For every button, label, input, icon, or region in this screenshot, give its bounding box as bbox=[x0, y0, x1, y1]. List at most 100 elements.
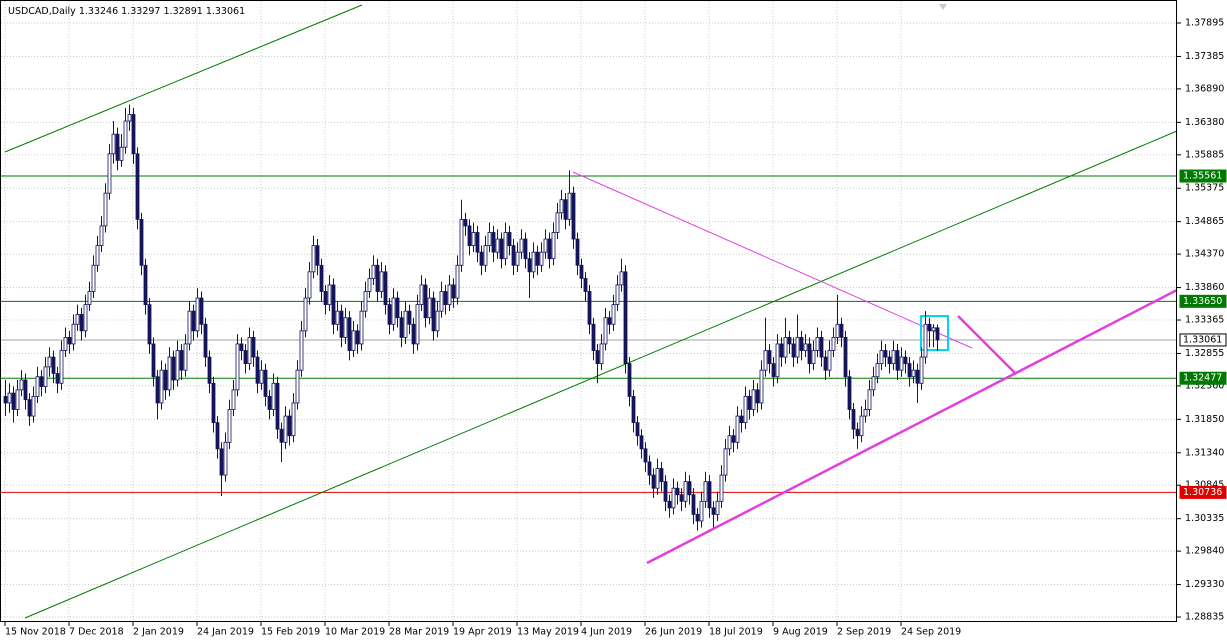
candle-body bbox=[863, 409, 868, 417]
candle-body bbox=[615, 284, 620, 306]
candle-body bbox=[607, 317, 612, 325]
y-tick-label: 1.31850 bbox=[1185, 414, 1224, 425]
y-tick-label: 1.33860 bbox=[1185, 282, 1224, 293]
candle-body bbox=[915, 369, 920, 384]
candle-body bbox=[35, 376, 40, 397]
candle-body bbox=[147, 304, 152, 345]
x-tick-label: 24 Sep 2019 bbox=[901, 627, 961, 638]
drawings bbox=[4, 4, 1178, 619]
candle-body bbox=[27, 399, 32, 417]
x-tick-label: 9 Aug 2019 bbox=[773, 627, 828, 638]
candle-body bbox=[707, 481, 712, 509]
candle-body bbox=[311, 245, 316, 273]
candle-body bbox=[223, 441, 228, 476]
candle-body bbox=[87, 291, 92, 306]
candle-body bbox=[379, 271, 384, 292]
candle-body bbox=[787, 336, 792, 345]
candle-body bbox=[247, 336, 252, 365]
candle-body bbox=[651, 474, 656, 489]
candle-body bbox=[639, 435, 644, 450]
candle-body bbox=[923, 323, 928, 358]
plot-frame bbox=[0, 0, 1177, 622]
candle-body bbox=[287, 415, 292, 437]
candle-body bbox=[599, 343, 604, 365]
candle-body bbox=[559, 199, 564, 214]
candle-body bbox=[55, 373, 60, 384]
candle-body bbox=[83, 304, 88, 332]
y-tick-label: 1.34865 bbox=[1185, 216, 1224, 227]
candle-body bbox=[571, 192, 576, 240]
candle-body bbox=[739, 415, 744, 424]
candle-body bbox=[483, 245, 488, 266]
candle-body bbox=[603, 317, 608, 345]
candle-body bbox=[883, 350, 888, 358]
price-tag-label: 1.33650 bbox=[1183, 296, 1222, 307]
candle-body bbox=[903, 356, 908, 365]
trend-line bbox=[572, 171, 973, 349]
candle-body bbox=[255, 356, 260, 384]
candle-body bbox=[859, 415, 864, 437]
y-tick-label: 1.36890 bbox=[1185, 83, 1224, 94]
price-tag bbox=[1179, 485, 1227, 499]
candle-body bbox=[867, 389, 872, 410]
channel-line bbox=[4, 4, 363, 153]
chart-title: USDCAD,Daily 1.33246 1.33297 1.32891 1.3… bbox=[8, 6, 245, 17]
candle-body bbox=[175, 350, 180, 381]
y-tick-label: 1.30335 bbox=[1185, 513, 1224, 524]
axes-layer: 1.37895 1.37385 1.36890 1.36380 1.35885 1.353… bbox=[4, 18, 1227, 638]
candle-body bbox=[31, 395, 36, 417]
candle-body bbox=[279, 428, 284, 443]
candle-body bbox=[435, 310, 440, 332]
x-tick-label: 15 Feb 2019 bbox=[261, 627, 320, 638]
candle-body bbox=[779, 343, 784, 358]
last-open: 1.33246 bbox=[79, 6, 118, 17]
candle-body bbox=[659, 468, 664, 483]
price-tag bbox=[1179, 294, 1227, 308]
candle-body bbox=[271, 382, 276, 410]
candle-body bbox=[331, 284, 336, 325]
candle-body bbox=[395, 297, 400, 319]
candle-body bbox=[259, 369, 264, 384]
y-tick-label: 1.34370 bbox=[1185, 249, 1224, 260]
candle-body bbox=[811, 350, 816, 365]
candle-body bbox=[455, 264, 460, 299]
candle-body bbox=[551, 232, 556, 260]
candle-body bbox=[871, 376, 876, 391]
candle-body bbox=[875, 363, 880, 378]
x-tick-label: 19 Apr 2019 bbox=[453, 627, 512, 638]
candle-body bbox=[767, 350, 772, 365]
candle-body bbox=[183, 343, 188, 371]
candle-body bbox=[499, 238, 504, 260]
x-tick-label: 2 Sep 2019 bbox=[837, 627, 891, 638]
candle-body bbox=[243, 350, 248, 365]
candle-body bbox=[155, 376, 160, 404]
candle-body bbox=[303, 297, 308, 332]
candle-body bbox=[715, 500, 720, 515]
y-tick-label: 1.32855 bbox=[1185, 348, 1224, 359]
candle-body bbox=[843, 336, 848, 378]
candle-body bbox=[567, 192, 572, 220]
candle-body bbox=[511, 245, 516, 266]
candle-body bbox=[679, 494, 684, 502]
candle-body bbox=[11, 392, 16, 410]
candle-body bbox=[123, 120, 128, 148]
candle-body bbox=[191, 310, 196, 332]
candle-body bbox=[103, 192, 108, 227]
candle-body bbox=[723, 448, 728, 476]
candle-body bbox=[111, 133, 116, 155]
candle-body bbox=[423, 284, 428, 319]
last-close: 1.33061 bbox=[206, 6, 245, 17]
candle-body bbox=[531, 251, 536, 273]
trend-arrow bbox=[957, 315, 1017, 375]
candle-body bbox=[159, 369, 164, 404]
y-tick-label: 1.33365 bbox=[1185, 315, 1224, 326]
candle-body bbox=[691, 494, 696, 515]
candle-body bbox=[815, 336, 820, 351]
candle-body bbox=[907, 363, 912, 378]
candle-body bbox=[491, 232, 496, 253]
candle-body bbox=[163, 369, 168, 391]
candle-body bbox=[231, 389, 236, 410]
candle-body bbox=[135, 153, 140, 220]
candle-body bbox=[391, 297, 396, 325]
